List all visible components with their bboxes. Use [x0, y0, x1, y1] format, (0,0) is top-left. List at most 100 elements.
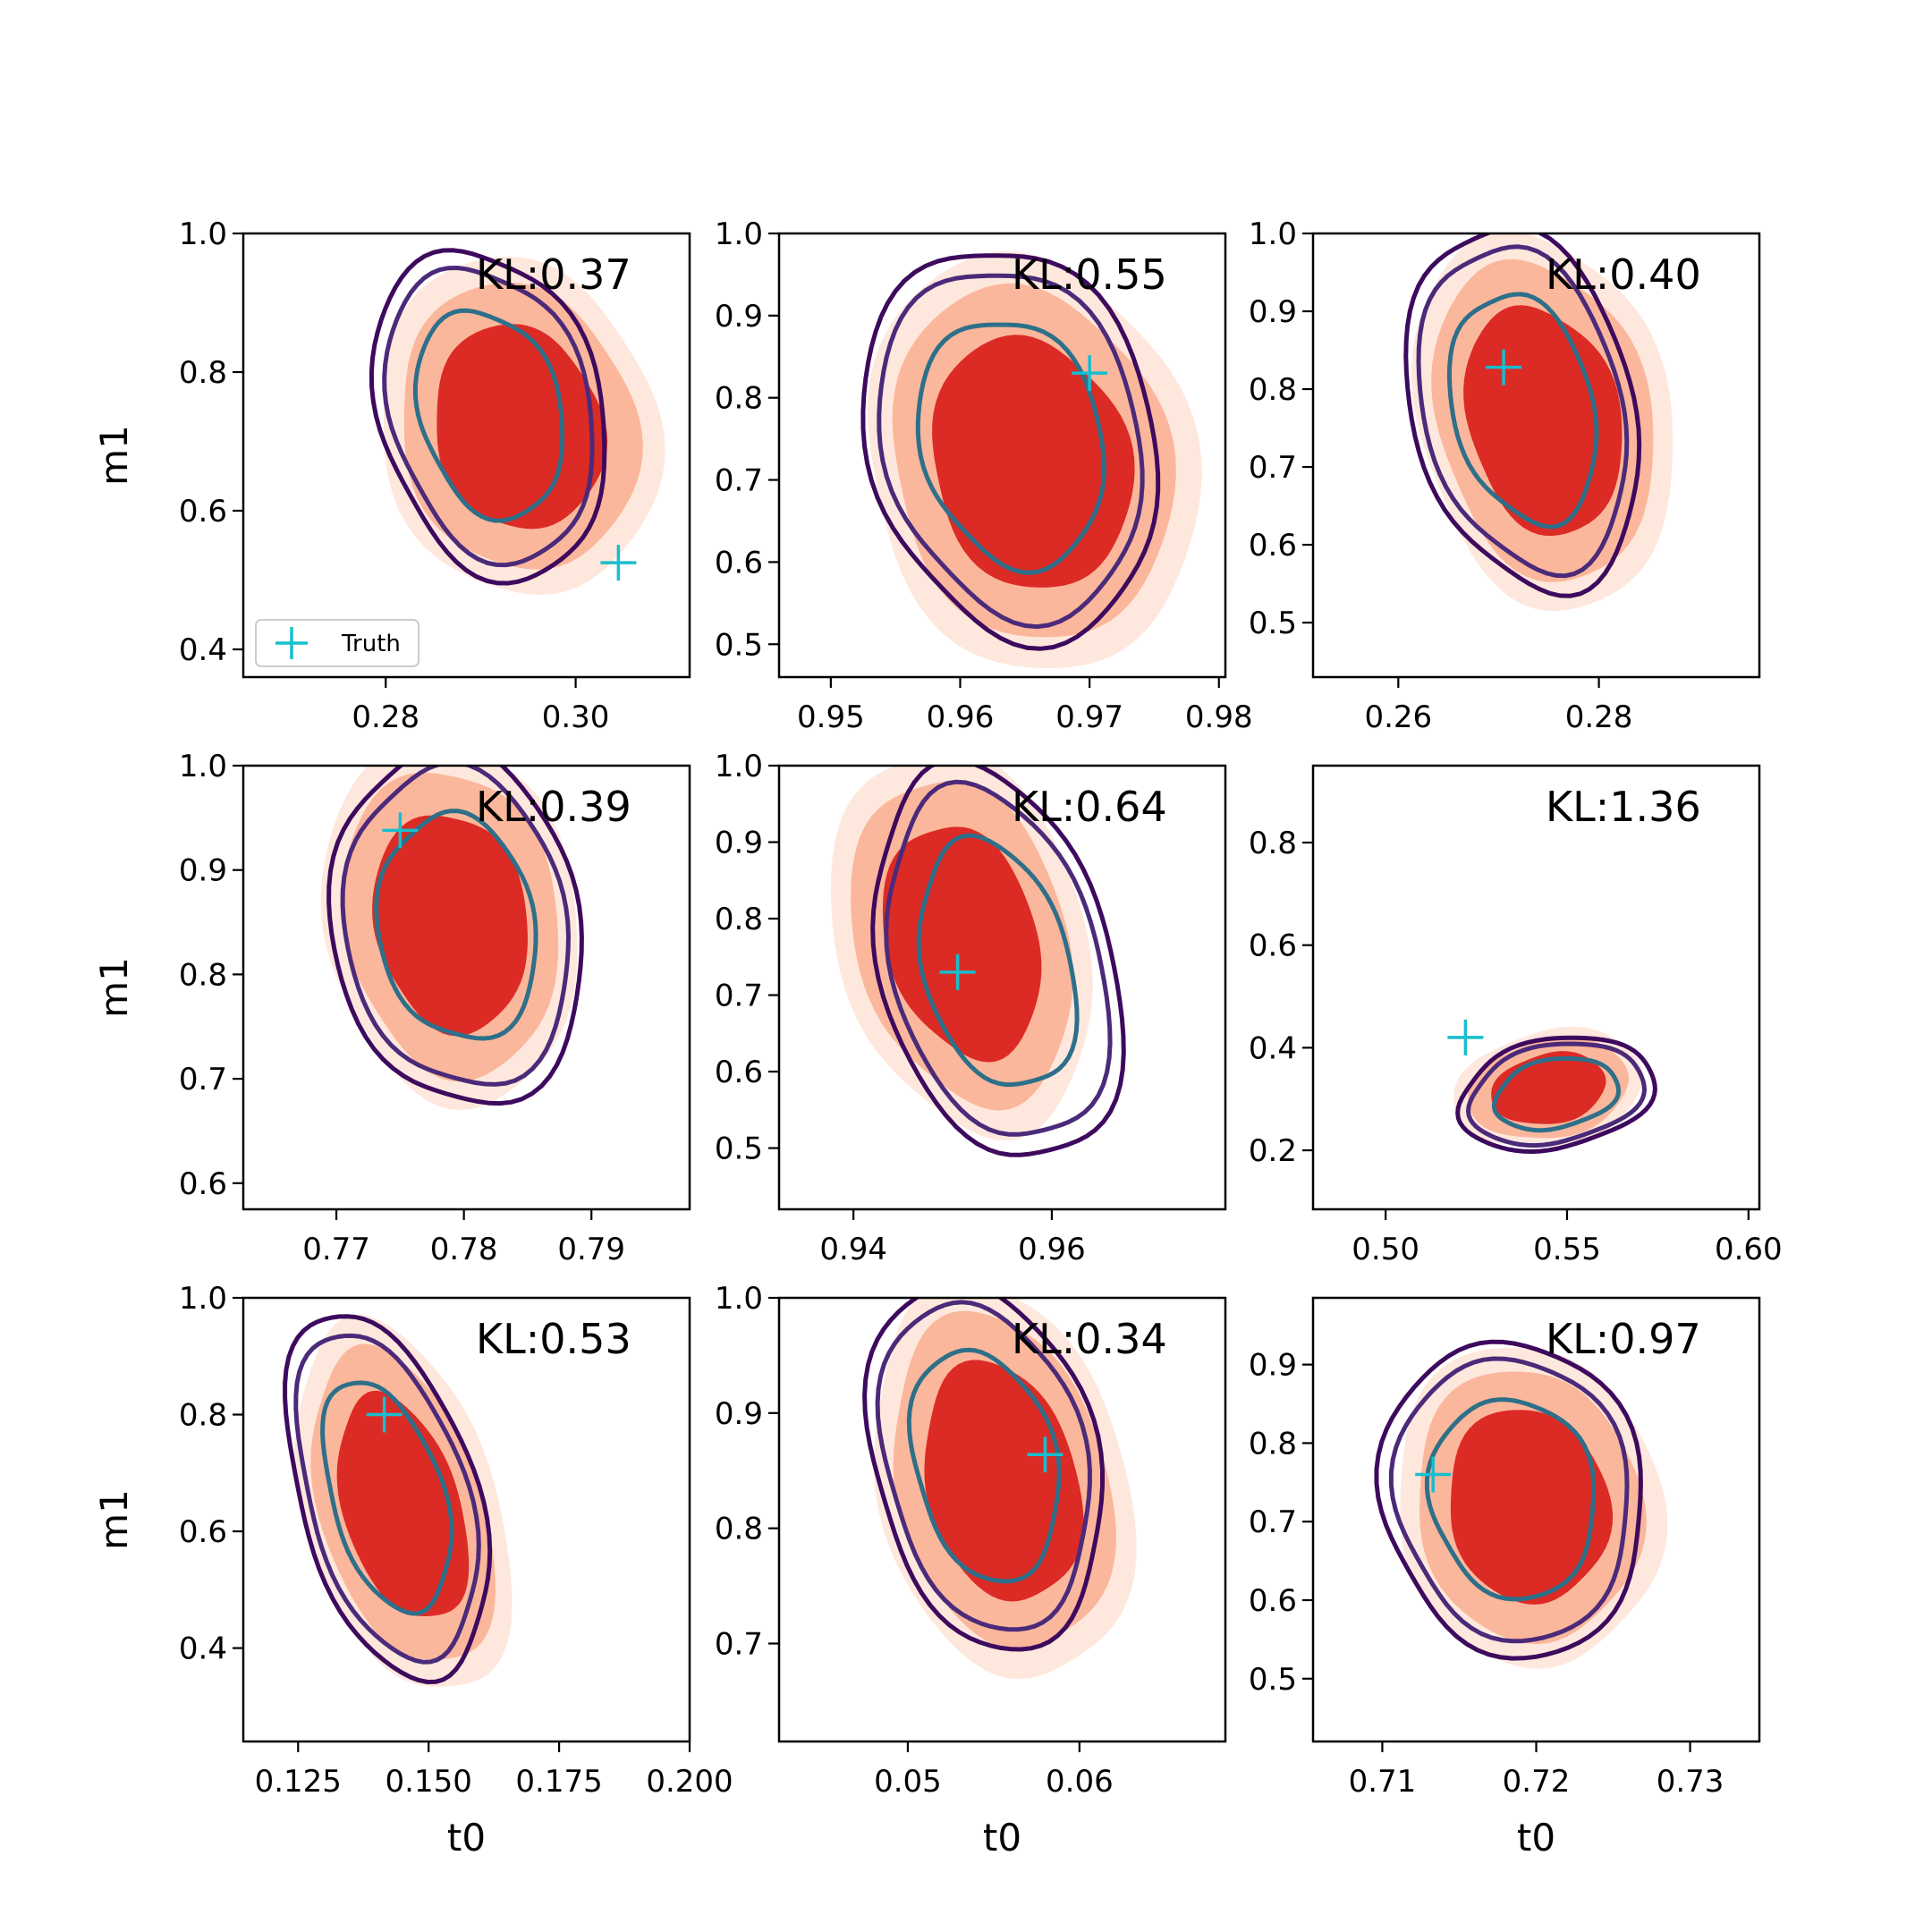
truth-marker [1072, 355, 1108, 392]
kl-annotation: KL:0.53 [476, 1315, 631, 1363]
y-tick-label: 0.8 [179, 355, 227, 391]
axes-frame [1311, 764, 1761, 1211]
line-contour-outer [860, 253, 1161, 651]
y-tick-label: 1.0 [715, 1281, 763, 1317]
y-tick-label: 0.6 [1249, 1583, 1297, 1619]
y-tick-label: 0.2 [1249, 1133, 1297, 1169]
axes-frame [777, 764, 1227, 1211]
line-contour-inner [906, 1347, 1062, 1584]
x-axis-label: t0 [983, 1816, 1021, 1860]
line-contour-outer [326, 766, 584, 1106]
y-tick-label: 0.7 [715, 1626, 763, 1662]
fill-contour-inner [436, 324, 608, 530]
x-tick-label: 0.71 [1349, 1764, 1417, 1800]
y-tick-label: 0.5 [715, 1131, 763, 1167]
contour-area [860, 250, 1202, 669]
line-contour-middle [340, 766, 571, 1087]
line-contour-inner [1424, 1397, 1597, 1602]
y-tick-label: 1.0 [179, 216, 227, 252]
contour-area [1374, 1339, 1668, 1669]
y-tick-label: 1.0 [179, 1281, 227, 1317]
x-tick-label: 0.28 [352, 699, 419, 735]
line-contour-inner [916, 833, 1080, 1088]
truth-marker [1486, 349, 1522, 386]
y-tick-label: 0.4 [179, 1631, 227, 1667]
y-tick-label: 0.7 [1249, 1504, 1297, 1540]
line-contour-middle [1416, 244, 1630, 579]
x-axis-label: t0 [1517, 1816, 1555, 1860]
x-tick-label: 0.73 [1657, 1764, 1724, 1800]
y-tick-label: 0.8 [1249, 1426, 1297, 1462]
line-contour-middle [1466, 1041, 1647, 1148]
x-tick-label: 0.98 [1185, 699, 1253, 735]
truth-marker [366, 1396, 402, 1433]
x-tick-label: 0.125 [255, 1764, 342, 1800]
fill-contour-inner [1450, 1410, 1614, 1605]
y-tick-label: 0.6 [1249, 928, 1297, 964]
contour-area [862, 1298, 1137, 1680]
truth-marker [1027, 1436, 1063, 1473]
contour-area [830, 766, 1126, 1157]
kl-annotation: KL:0.40 [1546, 250, 1701, 299]
y-tick-label: 1.0 [715, 749, 763, 784]
legend-box [255, 619, 419, 667]
y-tick-label: 0.4 [1249, 1030, 1297, 1066]
kl-annotation: KL:0.37 [476, 250, 631, 299]
line-contour-inner [320, 1380, 454, 1616]
y-tick-label: 0.6 [715, 1055, 763, 1090]
y-tick-label: 0.7 [715, 463, 763, 499]
legend: Truth [255, 619, 419, 667]
kl-annotation: KL:0.55 [1012, 250, 1167, 299]
x-axis-label: t0 [447, 1816, 486, 1860]
y-tick-label: 0.6 [179, 494, 227, 530]
x-tick-label: 0.26 [1364, 699, 1432, 735]
x-tick-label: 0.06 [1046, 1764, 1114, 1800]
y-tick-label: 0.8 [179, 1398, 227, 1434]
x-tick-label: 0.96 [927, 699, 995, 735]
y-tick-label: 0.8 [179, 957, 227, 993]
y-tick-label: 1.0 [715, 216, 763, 252]
kl-annotation: KL:0.64 [1012, 783, 1167, 831]
line-contour-inner [412, 308, 565, 523]
x-tick-label: 0.55 [1533, 1232, 1601, 1267]
y-tick-label: 0.9 [1249, 1348, 1297, 1384]
y-tick-label: 0.9 [1249, 294, 1297, 330]
panel-4: 0.77 0.78 0.79 0.6 0.7 0.8 0.9 1.0 KL:0.39 m1 [92, 749, 691, 1267]
x-tick-label: 0.05 [874, 1764, 942, 1800]
truth-marker [600, 545, 637, 581]
x-tick-label: 0.94 [819, 1232, 887, 1267]
legend-label: Truth [341, 631, 401, 657]
panel-8: 0.05 0.06 0.7 0.8 0.9 1.0 KL:0.34 t0 [715, 1281, 1227, 1860]
y-tick-label: 1.0 [1249, 216, 1297, 252]
line-contour-outer [1374, 1339, 1643, 1661]
x-tick-label: 0.78 [430, 1232, 498, 1267]
fill-contour-inner [372, 815, 528, 1037]
y-tick-label: 0.8 [1249, 372, 1297, 408]
x-tick-label: 0.175 [515, 1764, 602, 1800]
y-tick-label: 0.8 [715, 902, 763, 937]
axes-frame [777, 1296, 1227, 1743]
contour-area [283, 1314, 513, 1687]
y-axis-label: m1 [92, 1489, 136, 1550]
y-tick-label: 0.6 [1249, 528, 1297, 564]
axes-frame [777, 232, 1227, 679]
line-contour-middle [382, 266, 595, 568]
contour-area [320, 766, 584, 1111]
line-contour-middle [1388, 1356, 1630, 1644]
contour-area [369, 248, 665, 596]
y-tick-label: 0.7 [179, 1062, 227, 1097]
x-tick-label: 0.28 [1565, 699, 1633, 735]
x-tick-label: 0.150 [386, 1764, 472, 1800]
contour-area [1453, 1026, 1657, 1154]
kl-annotation: KL:0.34 [1012, 1315, 1167, 1363]
line-contour-outer [862, 1298, 1105, 1652]
kl-annotation: KL:0.39 [476, 783, 631, 831]
x-tick-label: 0.60 [1715, 1232, 1783, 1267]
y-tick-label: 0.8 [715, 381, 763, 417]
line-contour-middle [884, 779, 1113, 1137]
axes-frame [242, 1296, 691, 1743]
panel-1: 0.28 0.30 0.4 0.6 0.8 1.0 KL:0.37 m1 Truth [92, 216, 691, 735]
fill-contour-inner [924, 1360, 1084, 1602]
axes-frame [242, 764, 691, 1211]
